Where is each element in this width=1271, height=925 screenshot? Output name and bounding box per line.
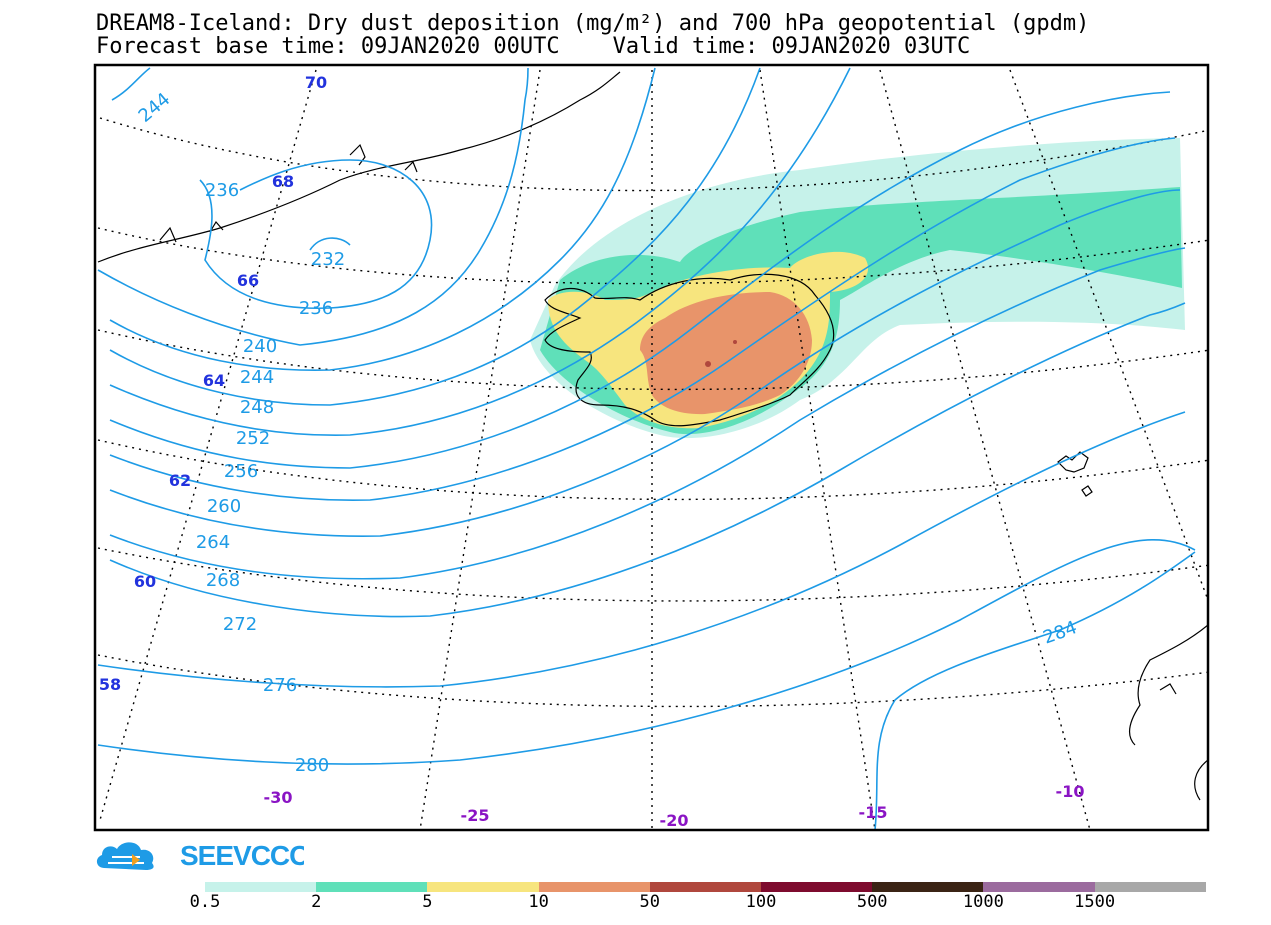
contour-label: 248	[240, 397, 274, 418]
lon-label: -30	[264, 788, 293, 807]
legend-swatch	[316, 882, 428, 892]
contour-label: 260	[207, 496, 241, 517]
greenland-coast	[97, 71, 621, 263]
contour-label: 252	[236, 428, 270, 449]
legend-label: 1000	[962, 892, 1004, 912]
legend-swatch	[538, 882, 650, 892]
contour-label: 236	[299, 298, 333, 319]
lat-label: 60	[134, 572, 156, 591]
lat-label: 70	[305, 73, 327, 92]
contour-label: 268	[206, 570, 240, 591]
color-legend-labels: 0.5 2 5 10 50 100 500 1000 1500	[0, 892, 1271, 912]
contour-label: 244	[240, 367, 274, 388]
legend-label: 500	[856, 892, 888, 912]
color-legend	[205, 882, 1206, 892]
legend-swatch	[427, 882, 539, 892]
legend-swatch	[649, 882, 761, 892]
dust-area-50	[705, 361, 711, 367]
legend-label: 10	[528, 892, 549, 912]
graticule	[97, 69, 1208, 830]
iceland-coast	[544, 273, 835, 427]
contour-label: 264	[196, 532, 230, 553]
coastlines	[97, 71, 1208, 801]
lat-label: 64	[203, 371, 225, 390]
forecast-base-time: Forecast base time: 09JAN2020 00UTC	[96, 34, 560, 59]
legend-label: 50	[639, 892, 661, 912]
faroe-coast	[1057, 451, 1093, 497]
lon-label: -15	[859, 803, 888, 822]
legend-swatch	[872, 882, 984, 892]
lon-label: -10	[1056, 782, 1085, 801]
legend-label: 1500	[1074, 892, 1116, 912]
contour-label: 280	[295, 755, 329, 776]
contour-label: 232	[311, 249, 345, 270]
legend-label: 2	[311, 892, 322, 912]
contour-label: 240	[243, 336, 277, 357]
legend-label: 0.5	[189, 892, 221, 912]
contour-label: 256	[224, 461, 258, 482]
contour-label: 272	[223, 614, 257, 635]
contour-label: 276	[263, 675, 297, 696]
lon-label: -25	[461, 806, 490, 825]
dust-area-50	[733, 340, 737, 344]
lat-label: 66	[237, 271, 259, 290]
legend-swatch	[1094, 882, 1206, 892]
lat-label: 68	[272, 172, 294, 191]
legend-label: 100	[745, 892, 777, 912]
lon-label: -20	[660, 811, 689, 830]
norway-coast	[1128, 624, 1208, 801]
legend-swatch	[760, 882, 873, 892]
lat-label: 58	[99, 675, 121, 694]
lat-label: 62	[169, 471, 191, 490]
time-line: Forecast base time: 09JAN2020 00UTC Vali…	[96, 36, 970, 58]
legend-label: 5	[422, 892, 433, 912]
legend-swatch	[983, 882, 1095, 892]
geopotential-contours	[97, 67, 1196, 830]
legend-swatch	[205, 882, 317, 892]
seevccc-logo: SEEVCCC	[96, 840, 304, 871]
contour-label: 236	[205, 180, 239, 201]
map-frame	[93, 63, 1210, 832]
valid-time: Valid time: 09JAN2020 03UTC	[612, 34, 971, 59]
logo-text: SEEVCCC	[180, 840, 304, 871]
map-title: DREAM8-Iceland: Dry dust deposition (mg/…	[96, 11, 1090, 36]
